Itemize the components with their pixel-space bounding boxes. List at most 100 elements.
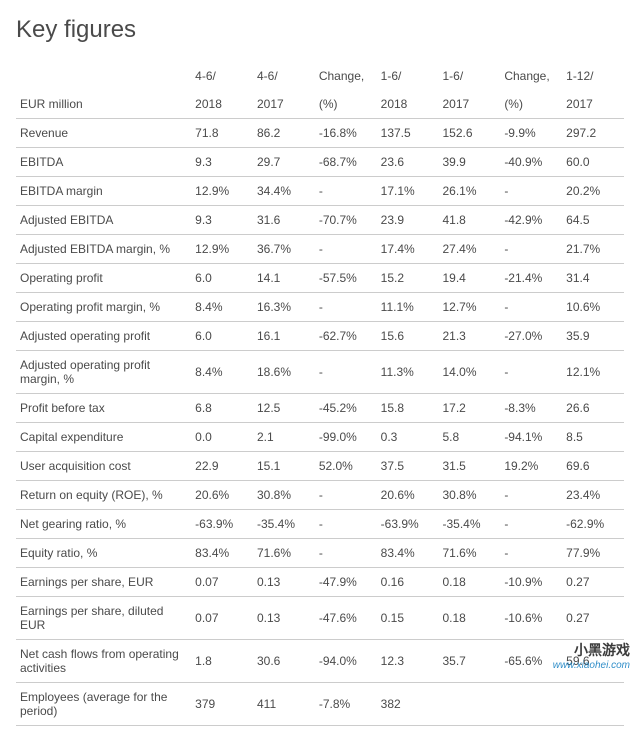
table-row: EBITDA9.329.7-68.7%23.639.9-40.9%60.0 <box>16 148 624 177</box>
metric-value: - <box>500 235 562 264</box>
metric-value: 15.8 <box>377 394 439 423</box>
metric-value: -47.9% <box>315 568 377 597</box>
table-row: Net cash flows from operating activities… <box>16 640 624 683</box>
metric-value: 71.6% <box>253 539 315 568</box>
metric-value: 0.16 <box>377 568 439 597</box>
metric-label: Net cash flows from operating activities <box>16 640 191 683</box>
metric-value: 137.5 <box>377 119 439 148</box>
header-cell: (%) <box>315 90 377 119</box>
metric-value: 23.9 <box>377 206 439 235</box>
metric-value: 59.6 <box>562 640 624 683</box>
metric-label: Revenue <box>16 119 191 148</box>
table-row: Adjusted operating profit6.016.1-62.7%15… <box>16 322 624 351</box>
table-row: User acquisition cost22.915.152.0%37.531… <box>16 452 624 481</box>
table-row: Earnings per share, EUR0.070.13-47.9%0.1… <box>16 568 624 597</box>
metric-value: 297.2 <box>562 119 624 148</box>
metric-value: -62.9% <box>562 510 624 539</box>
table-row: Employees (average for the period)379411… <box>16 683 624 726</box>
table-header: 4-6/ 4-6/ Change, 1-6/ 1-6/ Change, 1-12… <box>16 62 624 119</box>
header-cell: 2018 <box>191 90 253 119</box>
metric-value: -10.9% <box>500 568 562 597</box>
metric-label: Capital expenditure <box>16 423 191 452</box>
metric-value: 19.2% <box>500 452 562 481</box>
header-cell: EUR million <box>16 90 191 119</box>
metric-value: 20.6% <box>191 481 253 510</box>
metric-value: 86.2 <box>253 119 315 148</box>
metric-value: 21.3 <box>438 322 500 351</box>
metric-value: -16.8% <box>315 119 377 148</box>
metric-value: 64.5 <box>562 206 624 235</box>
metric-value: 31.6 <box>253 206 315 235</box>
metric-value: -21.4% <box>500 264 562 293</box>
metric-label: Adjusted EBITDA margin, % <box>16 235 191 264</box>
table-row: Adjusted EBITDA9.331.6-70.7%23.941.8-42.… <box>16 206 624 235</box>
metric-value: 26.6 <box>562 394 624 423</box>
metric-value: 41.8 <box>438 206 500 235</box>
header-cell: 1-6/ <box>438 62 500 90</box>
metric-value: - <box>315 510 377 539</box>
metric-value: 37.5 <box>377 452 439 481</box>
header-cell: 1-12/ <box>562 62 624 90</box>
metric-value: -42.9% <box>500 206 562 235</box>
metric-value: - <box>500 293 562 322</box>
metric-value: -35.4% <box>253 510 315 539</box>
metric-value: 12.7% <box>438 293 500 322</box>
metric-label: Equity ratio, % <box>16 539 191 568</box>
metric-value: 0.0 <box>191 423 253 452</box>
header-cell: Change, <box>500 62 562 90</box>
metric-value: 6.0 <box>191 264 253 293</box>
metric-value: -62.7% <box>315 322 377 351</box>
metric-value: - <box>500 481 562 510</box>
metric-value: 15.1 <box>253 452 315 481</box>
metric-value: -10.6% <box>500 597 562 640</box>
metric-value: 12.3 <box>377 640 439 683</box>
metric-value: - <box>315 539 377 568</box>
table-row: Capital expenditure0.02.1-99.0%0.35.8-94… <box>16 423 624 452</box>
metric-value: 411 <box>253 683 315 726</box>
metric-value: 379 <box>191 683 253 726</box>
key-figures-table: 4-6/ 4-6/ Change, 1-6/ 1-6/ Change, 1-12… <box>16 62 624 726</box>
metric-label: Net gearing ratio, % <box>16 510 191 539</box>
metric-value: -8.3% <box>500 394 562 423</box>
metric-value: 34.4% <box>253 177 315 206</box>
table-row: Equity ratio, %83.4%71.6%-83.4%71.6%-77.… <box>16 539 624 568</box>
metric-value: 52.0% <box>315 452 377 481</box>
metric-label: Adjusted EBITDA <box>16 206 191 235</box>
metric-value: 11.1% <box>377 293 439 322</box>
metric-label: Employees (average for the period) <box>16 683 191 726</box>
header-cell: 2017 <box>562 90 624 119</box>
metric-value: 21.7% <box>562 235 624 264</box>
metric-value: -27.0% <box>500 322 562 351</box>
header-cell: 2018 <box>377 90 439 119</box>
header-row-1: 4-6/ 4-6/ Change, 1-6/ 1-6/ Change, 1-12… <box>16 62 624 90</box>
metric-value: 0.18 <box>438 568 500 597</box>
metric-value: 83.4% <box>377 539 439 568</box>
metric-value: 5.8 <box>438 423 500 452</box>
metric-value: 8.4% <box>191 293 253 322</box>
header-cell: 1-6/ <box>377 62 439 90</box>
metric-value <box>438 683 500 726</box>
table-row: EBITDA margin12.9%34.4%-17.1%26.1%-20.2% <box>16 177 624 206</box>
metric-value <box>562 683 624 726</box>
metric-value: 0.3 <box>377 423 439 452</box>
metric-label: Profit before tax <box>16 394 191 423</box>
table-row: Adjusted operating profit margin, %8.4%1… <box>16 351 624 394</box>
metric-value: 16.3% <box>253 293 315 322</box>
metric-value: 23.6 <box>377 148 439 177</box>
metric-value: 12.5 <box>253 394 315 423</box>
metric-value: 0.07 <box>191 568 253 597</box>
metric-value: 382 <box>377 683 439 726</box>
metric-value: -7.8% <box>315 683 377 726</box>
metric-value: 12.1% <box>562 351 624 394</box>
metric-value: - <box>500 510 562 539</box>
header-cell: (%) <box>500 90 562 119</box>
metric-value: 15.2 <box>377 264 439 293</box>
metric-value: 22.9 <box>191 452 253 481</box>
metric-value: 0.15 <box>377 597 439 640</box>
metric-value: 31.5 <box>438 452 500 481</box>
metric-value: 71.6% <box>438 539 500 568</box>
metric-label: Earnings per share, diluted EUR <box>16 597 191 640</box>
metric-value: 10.6% <box>562 293 624 322</box>
metric-value: 17.1% <box>377 177 439 206</box>
metric-value: -40.9% <box>500 148 562 177</box>
